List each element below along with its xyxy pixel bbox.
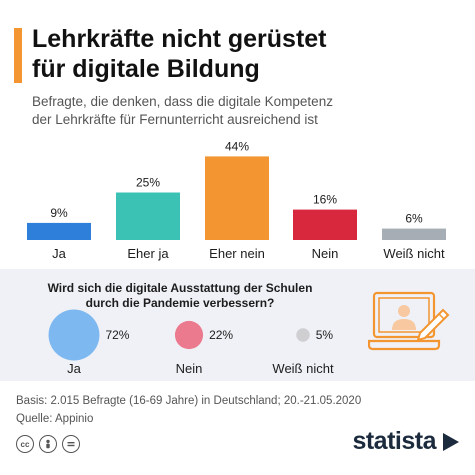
bubble-category-label-2: Weiß nicht bbox=[272, 361, 334, 376]
bubble-0 bbox=[48, 309, 100, 361]
logo-mark-icon bbox=[443, 432, 459, 451]
bar-category-label-3: Nein bbox=[312, 246, 339, 261]
cc-icon[interactable]: cc bbox=[16, 435, 34, 453]
bar-value-label-3: 16% bbox=[313, 193, 337, 207]
question-line-2: durch die Pandemie verbessern? bbox=[85, 296, 275, 310]
bar-category-label-4: Weiß nicht bbox=[383, 246, 445, 261]
question-text: Wird sich die digitale Ausstattung der S… bbox=[0, 281, 360, 311]
license-icons[interactable]: cc bbox=[16, 435, 80, 453]
bubble-value-label-2: 5% bbox=[316, 328, 334, 342]
laptop-teacher-icon bbox=[368, 291, 450, 351]
title-line-2: für digitale Bildung bbox=[32, 55, 260, 83]
bar-category-label-0: Ja bbox=[52, 246, 67, 261]
bar-2 bbox=[205, 156, 269, 240]
footer-source: Quelle: Appinio bbox=[16, 413, 94, 425]
bar-chart: 9% Ja 25% Eher ja 44% Eher nein 16% Nein 6% Weiß … bbox=[27, 140, 446, 261]
bubble-category-label-0: Ja bbox=[67, 361, 82, 376]
chart-title: Lehrkräfte nicht gerüstet für digitale B… bbox=[32, 24, 462, 84]
question-line-1: Wird sich die digitale Ausstattung der S… bbox=[47, 281, 313, 295]
person-icon[interactable] bbox=[39, 435, 57, 453]
bar-0 bbox=[27, 222, 91, 240]
bar-value-label-2: 44% bbox=[225, 140, 249, 153]
bubble-value-label-1: 22% bbox=[209, 328, 233, 342]
bar-3 bbox=[293, 209, 357, 240]
footer-notes: Basis: 2.015 Befragte (16-69 Jahre) in D… bbox=[16, 392, 361, 428]
bubble-2 bbox=[296, 328, 310, 342]
bubble-1 bbox=[174, 320, 204, 350]
bar-value-label-4: 6% bbox=[405, 212, 423, 226]
bubble-category-label-1: Nein bbox=[176, 361, 203, 376]
bubble-value-label-0: 72% bbox=[105, 328, 129, 342]
logo-text: statista bbox=[352, 427, 436, 455]
equal-icon[interactable] bbox=[62, 435, 80, 453]
bar-value-label-0: 9% bbox=[50, 206, 68, 220]
statista-logo[interactable]: statista bbox=[352, 427, 461, 456]
bar-value-label-1: 25% bbox=[136, 176, 160, 190]
footer-basis: Basis: 2.015 Befragte (16-69 Jahre) in D… bbox=[16, 395, 362, 407]
title-line-1: Lehrkräfte nicht gerüstet bbox=[32, 25, 327, 53]
title-accent-bar bbox=[14, 28, 22, 83]
subtitle-line-2: der Lehrkräfte für Fernunterricht ausrei… bbox=[32, 112, 318, 127]
subtitle-line-1: Befragte, die denken, dass die digitale … bbox=[32, 94, 333, 109]
bar-category-label-1: Eher ja bbox=[127, 246, 169, 261]
bubble-chart: 72% Ja 22% Nein 5% Weiß nicht bbox=[48, 309, 334, 376]
bar-4 bbox=[382, 228, 446, 240]
bar-category-label-2: Eher nein bbox=[209, 246, 265, 261]
chart-subtitle: Befragte, die denken, dass die digitale … bbox=[32, 93, 462, 129]
bar-1 bbox=[116, 192, 180, 240]
